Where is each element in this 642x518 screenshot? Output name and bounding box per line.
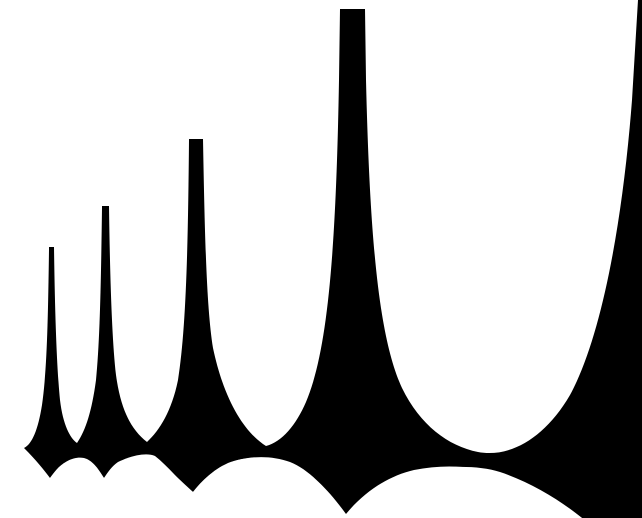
black-silhouette [24, 0, 642, 518]
lower-white-region [0, 457, 582, 518]
